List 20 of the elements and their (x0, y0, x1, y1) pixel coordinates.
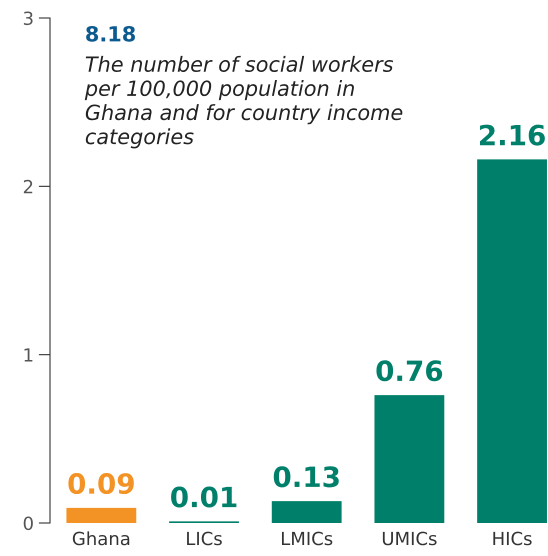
y-tick-label: 1 (24, 348, 32, 362)
data-label: 0.09 (68, 473, 134, 494)
bar (272, 501, 342, 523)
data-label: 0.76 (376, 360, 442, 382)
y-tick-label: 3 (24, 11, 33, 26)
data-label: 2.16 (480, 124, 545, 146)
y-tick-label: 0 (24, 516, 33, 530)
x-tick-label: UMICs (382, 532, 437, 546)
chart-title: 8.18 (86, 26, 135, 42)
data-label: 0.01 (171, 486, 236, 508)
data-label: 0.13 (274, 466, 339, 488)
x-tick-label: LICs (187, 532, 222, 546)
x-tick-label: LMICs (282, 532, 332, 546)
x-tick-label: Ghana (72, 531, 130, 546)
y-tick-label: 2 (24, 180, 32, 194)
text: The number of social workers per 100,000 population in Ghana and for country income categories (84, 56, 402, 148)
bar (477, 159, 547, 523)
x-tick-label: HICs (493, 532, 532, 546)
bar (66, 508, 136, 523)
bar (374, 395, 444, 523)
